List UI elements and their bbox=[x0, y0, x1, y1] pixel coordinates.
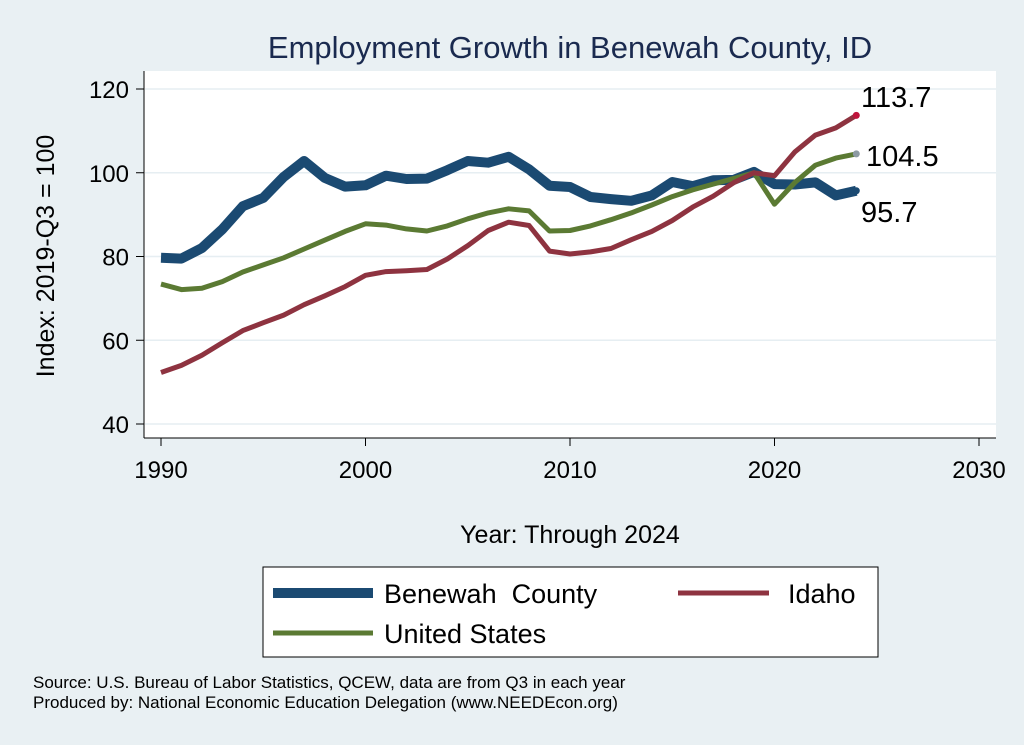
series-line-idaho bbox=[160, 113, 858, 375]
source-note: Source: U.S. Bureau of Labor Statistics,… bbox=[33, 673, 626, 692]
chart-title: Employment Growth in Benewah County, ID bbox=[268, 30, 872, 65]
end-marker-benewah-county bbox=[852, 187, 860, 195]
legend-label-benewah: Benewah County bbox=[384, 579, 598, 609]
y-tick-label-100: 100 bbox=[89, 161, 129, 188]
y-axis-label: Index: 2019-Q3 = 100 bbox=[32, 135, 60, 378]
x-tick-label-2010: 2010 bbox=[543, 457, 596, 484]
end-label-benewah: 95.7 bbox=[861, 197, 917, 229]
x-tick-label-1990: 1990 bbox=[134, 457, 187, 484]
end-label-united-states: 104.5 bbox=[866, 141, 939, 173]
end-markers bbox=[852, 111, 860, 195]
x-axis-label: Year: Through 2024 bbox=[460, 521, 680, 549]
x-tick-label-2020: 2020 bbox=[748, 457, 801, 484]
y-tick-label-40: 40 bbox=[102, 412, 129, 439]
legend-box bbox=[262, 566, 879, 658]
legend: Benewah County Idaho United States bbox=[262, 566, 879, 658]
end-marker-united-states bbox=[852, 150, 860, 158]
x-tick-label-2030: 2030 bbox=[952, 457, 1005, 484]
legend-label-united-states: United States bbox=[384, 619, 546, 649]
producer-note: Produced by: National Economic Education… bbox=[33, 693, 618, 712]
y-tick-label-120: 120 bbox=[89, 77, 129, 104]
y-tick-label-80: 80 bbox=[102, 245, 129, 272]
series-lines bbox=[160, 113, 858, 375]
series-line-united-states bbox=[160, 151, 857, 293]
end-marker-idaho bbox=[852, 111, 860, 119]
x-tick-label-2000: 2000 bbox=[339, 457, 392, 484]
y-ticks: 40 60 80 100 120 bbox=[89, 77, 144, 439]
x-ticks: 1990 2000 2010 2020 2030 bbox=[134, 438, 1006, 484]
y-tick-label-60: 60 bbox=[102, 328, 129, 355]
end-label-idaho: 113.7 bbox=[861, 82, 931, 114]
legend-label-idaho: Idaho bbox=[788, 579, 856, 609]
